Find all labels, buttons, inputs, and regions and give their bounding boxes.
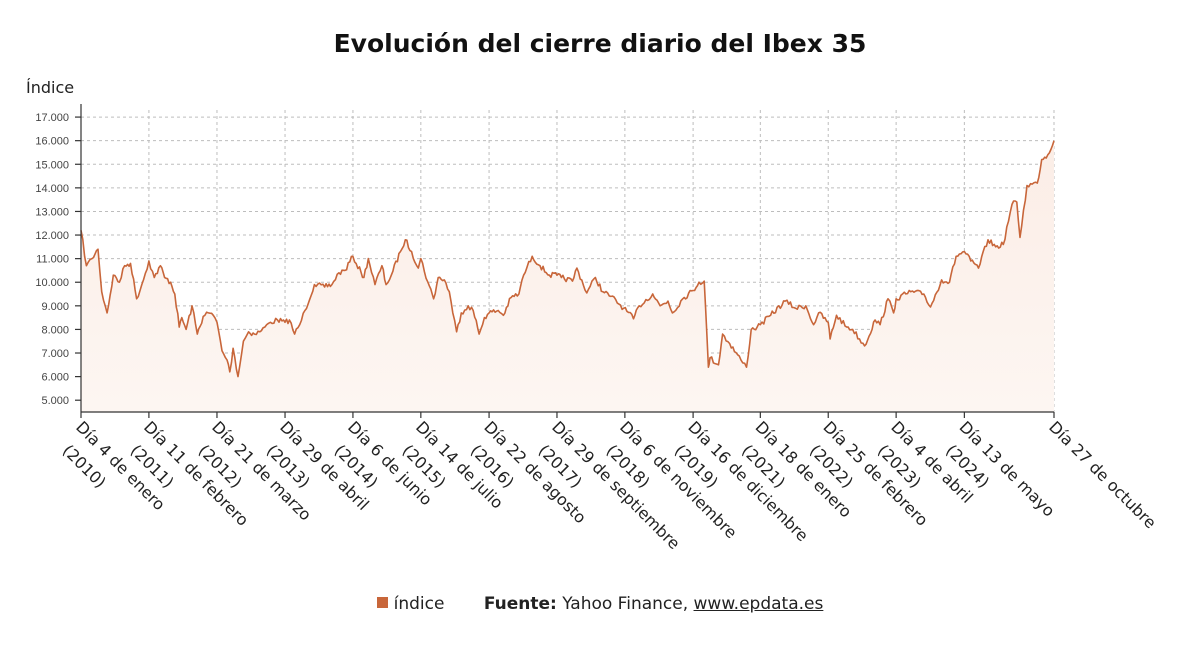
area-fill-group [81,140,1054,412]
y-tick-label: 6.000 [41,372,69,384]
y-tick-label: 8.000 [41,324,69,336]
y-tick-label: 9.000 [41,301,69,313]
source-link[interactable]: www.epdata.es [693,594,824,614]
y-axis-label: Índice [26,78,74,97]
series-line-indice [80,140,1055,378]
y-tick-label: 17.000 [35,112,69,124]
source-label: Fuente: [483,594,557,614]
y-tick-labels: 5.000 6.000 7.000 8.000 9.000 10.000 11.000 12.… [35,112,69,407]
source-name: Yahoo Finance, [562,594,689,614]
x-tick-label: Día 27 de octubre [1045,417,1160,532]
x-tick-date: Día 27 de octubre [1045,417,1160,532]
chart-title: Evolución del cierre diario del Ibex 35 [334,29,867,58]
axes [75,104,1055,418]
y-tick-label: 12.000 [35,230,69,242]
legend: índice [376,594,445,614]
y-tick-label: 10.000 [35,277,69,289]
series-area [81,140,1054,412]
y-tick-label: 7.000 [41,348,69,360]
chart-footer: índice Fuente: Yahoo Finance, www.epdata… [0,594,1200,614]
series-line-group [80,140,1055,378]
legend-swatch [376,596,388,608]
y-tick-label: 14.000 [35,183,69,195]
y-tick-label: 16.000 [35,136,69,148]
x-tick-labels: Día 4 de enero(2010) Día 11 de febrero(20… [59,417,1160,553]
y-tick-label: 13.000 [35,206,69,218]
legend-label: índice [393,594,445,614]
y-tick-label: 11.000 [36,254,69,266]
y-tick-label: 5.000 [41,395,69,407]
y-tick-label: 15.000 [35,159,69,171]
